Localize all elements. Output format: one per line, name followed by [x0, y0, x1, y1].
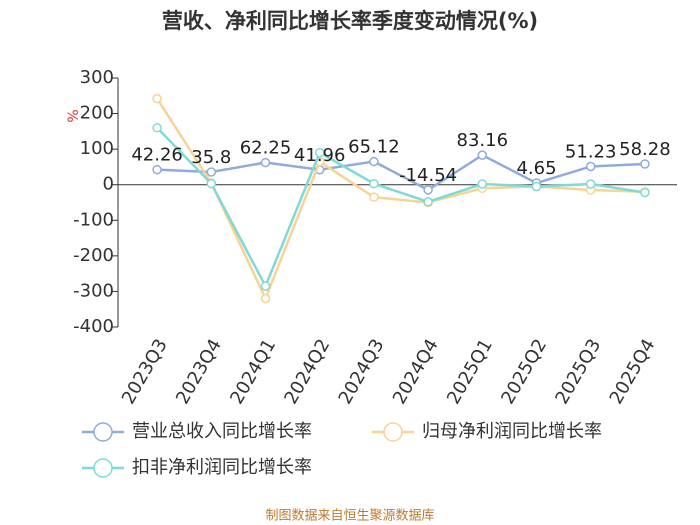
- point: [369, 192, 379, 202]
- point: [206, 178, 217, 189]
- point: [152, 123, 162, 133]
- y-tick-label: 0: [103, 174, 114, 195]
- data-label: 51.23: [565, 141, 617, 162]
- x-tick-label: 2025Q2: [497, 336, 551, 408]
- y-tick-label: -300: [73, 280, 114, 301]
- legend-label: 扣非净利润同比增长率: [132, 457, 312, 478]
- x-tick-label: 2025Q3: [551, 336, 605, 408]
- y-tick-label: 100: [80, 138, 114, 159]
- point: [585, 179, 596, 189]
- y-tick-label: 300: [80, 67, 114, 88]
- y-tick-label: -100: [73, 209, 114, 230]
- x-tick-label: 2024Q2: [280, 336, 334, 408]
- chart-title: 营收、净利同比增长率季度变动情况(%): [162, 9, 538, 33]
- x-tick-label: 2025Q4: [606, 336, 660, 408]
- point: [369, 156, 379, 167]
- series-line: [156, 126, 646, 290]
- x-tick-label: 2024Q4: [389, 336, 443, 408]
- legend-marker: [383, 422, 403, 442]
- y-axis-label: %: [66, 109, 82, 122]
- point: [260, 293, 271, 304]
- legend-marker: [93, 422, 113, 442]
- data-label: 35.8: [191, 147, 231, 168]
- point: [585, 161, 596, 172]
- point: [260, 157, 271, 168]
- legend-marker: [93, 458, 113, 478]
- data-label: 41.96: [294, 145, 346, 166]
- point: [206, 167, 217, 177]
- point: [152, 164, 162, 175]
- data-label: 4.65: [516, 158, 556, 179]
- x-tick-label: 2024Q3: [335, 336, 389, 408]
- data-label: 58.28: [619, 139, 671, 160]
- point: [423, 185, 433, 195]
- y-tick-label: 200: [80, 103, 114, 124]
- point: [369, 178, 379, 189]
- x-tick-label: 2024Q1: [226, 336, 280, 408]
- point: [640, 159, 650, 169]
- data-label: 42.26: [131, 145, 183, 166]
- source-note: 制图数据来自恒生聚源数据库: [265, 508, 434, 524]
- point: [640, 187, 650, 198]
- point: [423, 197, 433, 207]
- point: [152, 93, 162, 104]
- series-line: [157, 153, 645, 192]
- legend-label: 归母净利润同比增长率: [422, 421, 602, 442]
- data-label: -14.54: [399, 165, 457, 186]
- point: [531, 181, 542, 192]
- y-tick-label: -200: [73, 245, 114, 266]
- legend-label: 营业总收入同比增长率: [132, 421, 312, 442]
- point: [477, 179, 488, 189]
- y-tick-label: -400: [73, 316, 114, 337]
- data-label: 65.12: [348, 137, 400, 158]
- point: [477, 150, 488, 160]
- x-tick-label: 2023Q3: [118, 336, 172, 408]
- data-label: 62.25: [240, 138, 292, 159]
- x-tick-label: 2023Q4: [172, 336, 226, 408]
- point: [314, 147, 325, 158]
- x-tick-label: 2025Q1: [443, 336, 497, 408]
- series-line: [156, 97, 645, 302]
- data-label: 83.16: [457, 130, 509, 151]
- point: [260, 281, 271, 291]
